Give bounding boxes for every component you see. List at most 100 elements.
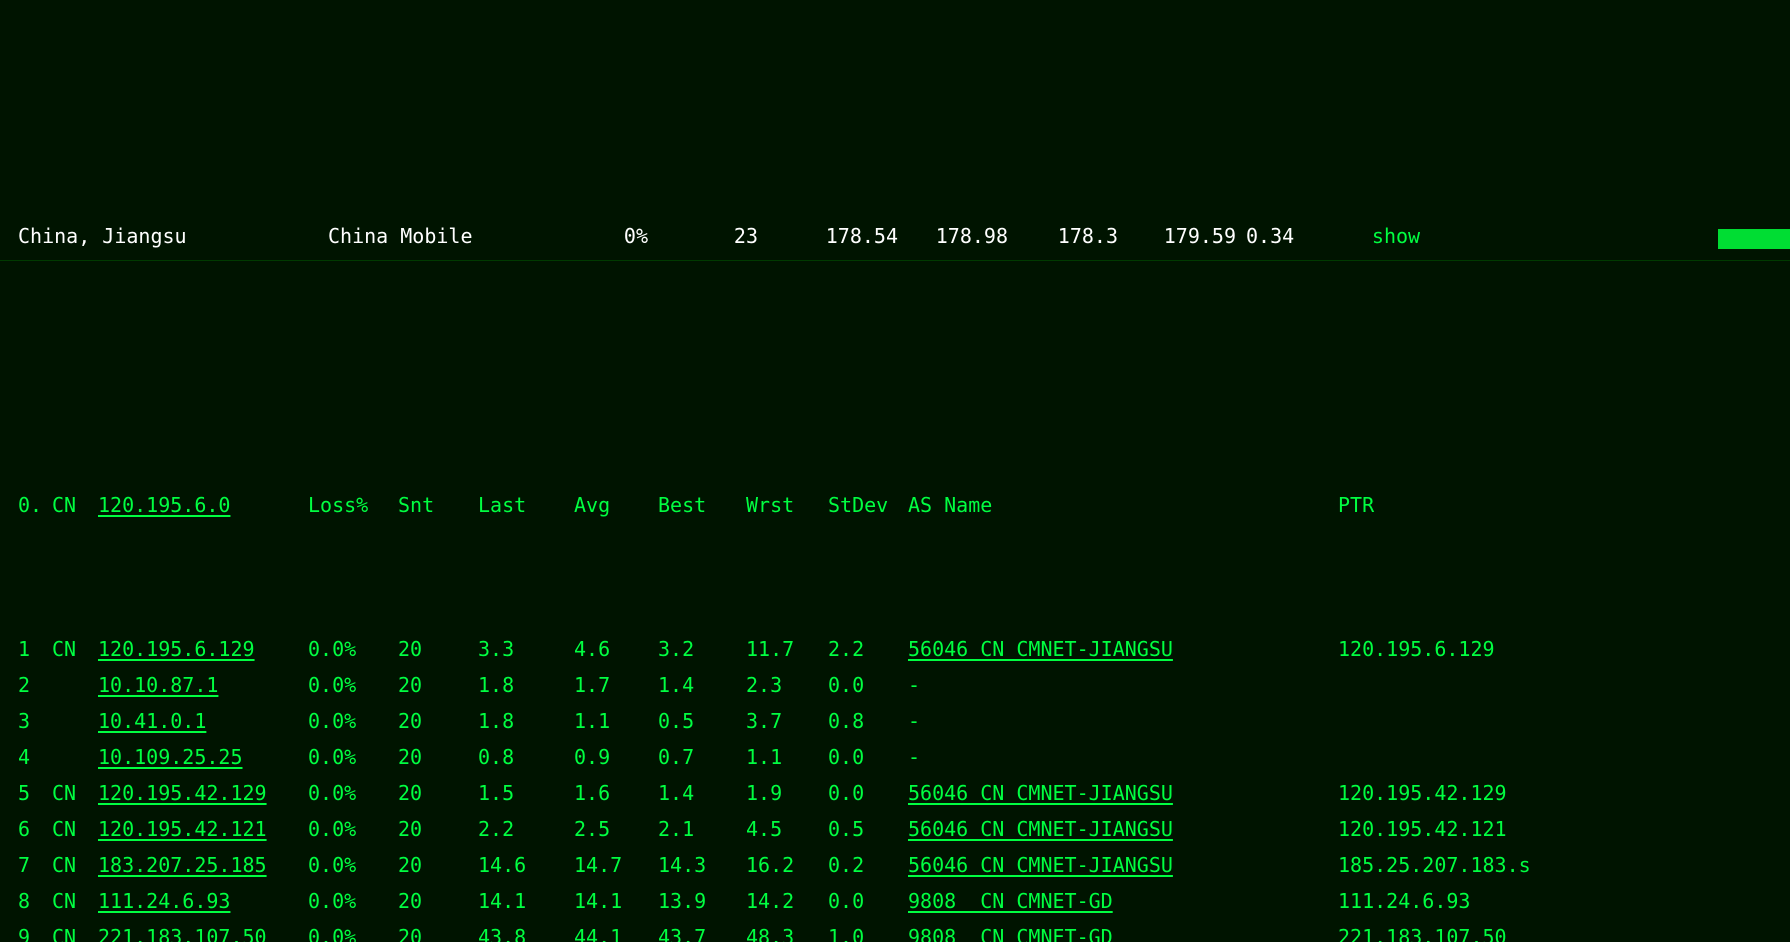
hop-as: - [908, 739, 1338, 775]
hop-wrst: 11.7 [746, 631, 828, 667]
hop-snt: 20 [398, 811, 478, 847]
hop-avg: 14.1 [574, 883, 658, 919]
hop-stdev: 1.0 [828, 919, 908, 942]
hop-best: 0.7 [658, 739, 746, 775]
summary-v2: 178.98 [908, 218, 1018, 254]
hop-loss: 0.0% [308, 847, 398, 883]
hop-last: 1.8 [478, 703, 574, 739]
hop-best: 3.2 [658, 631, 746, 667]
hop-ip[interactable]: 120.195.42.121 [98, 811, 308, 847]
hop-snt: 20 [398, 775, 478, 811]
hop-cc: CN [52, 883, 98, 919]
hop-avg: 2.5 [574, 811, 658, 847]
hop-row: 7CN183.207.25.1850.0%2014.614.714.316.20… [0, 847, 1790, 883]
hop-loss: 0.0% [308, 667, 398, 703]
hop-avg: 4.6 [574, 631, 658, 667]
summary-isp: China Mobile [328, 218, 576, 254]
summary-loss-pct: 0% [576, 218, 668, 254]
hop-avg: 1.1 [574, 703, 658, 739]
hop-snt: 20 [398, 919, 478, 942]
col-wrst: Wrst [746, 487, 828, 523]
hop-last: 0.8 [478, 739, 574, 775]
hop-as[interactable]: 9808 CN CMNET-GD [908, 919, 1338, 942]
hop-loss: 0.0% [308, 919, 398, 942]
hop-wrst: 2.3 [746, 667, 828, 703]
hop-ip[interactable]: 10.109.25.25 [98, 739, 308, 775]
hop-ptr: 120.195.42.121 [1338, 811, 1790, 847]
hop-stdev: 0.0 [828, 775, 908, 811]
hop-wrst: 48.3 [746, 919, 828, 942]
hop-ip[interactable]: 111.24.6.93 [98, 883, 308, 919]
hop-snt: 20 [398, 667, 478, 703]
hop-last: 43.8 [478, 919, 574, 942]
summary-v4: 179.59 [1128, 218, 1246, 254]
hop-stdev: 0.2 [828, 847, 908, 883]
summary-v5: 0.34 [1246, 218, 1336, 254]
hop-last: 14.1 [478, 883, 574, 919]
col-idx: 0. [0, 487, 52, 523]
hop-ip[interactable]: 10.41.0.1 [98, 703, 308, 739]
hop-loss: 0.0% [308, 811, 398, 847]
col-ip[interactable]: 120.195.6.0 [98, 487, 308, 523]
hop-row: 310.41.0.10.0%201.81.10.53.70.8- [0, 703, 1790, 739]
hop-as: - [908, 703, 1338, 739]
hop-avg: 1.7 [574, 667, 658, 703]
col-cc: CN [52, 487, 98, 523]
hop-as[interactable]: 9808 CN CMNET-GD [908, 883, 1338, 919]
hop-wrst: 14.2 [746, 883, 828, 919]
hop-row: 5CN120.195.42.1290.0%201.51.61.41.90.056… [0, 775, 1790, 811]
hop-idx: 9 [0, 919, 52, 942]
hop-as[interactable]: 56046 CN CMNET-JIANGSU [908, 631, 1338, 667]
hop-wrst: 1.9 [746, 775, 828, 811]
hop-avg: 44.1 [574, 919, 658, 942]
column-header-row: 0. CN 120.195.6.0 Loss% Snt Last Avg Bes… [0, 487, 1790, 523]
traceroute-table: 0. CN 120.195.6.0 Loss% Snt Last Avg Bes… [0, 333, 1790, 942]
hop-last: 3.3 [478, 631, 574, 667]
hop-row: 8CN111.24.6.930.0%2014.114.113.914.20.09… [0, 883, 1790, 919]
hop-last: 2.2 [478, 811, 574, 847]
col-as: AS Name [908, 487, 1338, 523]
summary-v3: 178.3 [1018, 218, 1128, 254]
hop-row: 9CN221.183.107.500.0%2043.844.143.748.31… [0, 919, 1790, 942]
hop-wrst: 16.2 [746, 847, 828, 883]
hop-as[interactable]: 56046 CN CMNET-JIANGSU [908, 811, 1338, 847]
hop-as[interactable]: 56046 CN CMNET-JIANGSU [908, 847, 1338, 883]
col-ptr: PTR [1338, 487, 1790, 523]
hop-stdev: 0.0 [828, 667, 908, 703]
col-stdev: StDev [828, 487, 908, 523]
col-best: Best [658, 487, 746, 523]
hop-ptr: 120.195.6.129 [1338, 631, 1790, 667]
hop-last: 1.5 [478, 775, 574, 811]
hop-stdev: 0.0 [828, 739, 908, 775]
summary-count: 23 [668, 218, 778, 254]
hop-snt: 20 [398, 883, 478, 919]
hop-stdev: 0.8 [828, 703, 908, 739]
hop-best: 43.7 [658, 919, 746, 942]
hop-ip[interactable]: 120.195.42.129 [98, 775, 308, 811]
hop-ip[interactable]: 10.10.87.1 [98, 667, 308, 703]
hop-row: 410.109.25.250.0%200.80.90.71.10.0- [0, 739, 1790, 775]
hop-ip[interactable]: 120.195.6.129 [98, 631, 308, 667]
hop-ip[interactable]: 183.207.25.185 [98, 847, 308, 883]
summary-v1: 178.54 [778, 218, 908, 254]
summary-row: China, Jiangsu China Mobile 0% 23 178.54… [0, 216, 1790, 261]
hop-idx: 3 [0, 703, 52, 739]
hop-row: 210.10.87.10.0%201.81.71.42.30.0- [0, 667, 1790, 703]
hop-snt: 20 [398, 703, 478, 739]
hop-ip[interactable]: 221.183.107.50 [98, 919, 308, 942]
show-link[interactable]: show [1336, 218, 1456, 254]
activity-bar [1718, 229, 1790, 249]
hop-best: 1.4 [658, 775, 746, 811]
hop-as: - [908, 667, 1338, 703]
hop-idx: 4 [0, 739, 52, 775]
hop-row: 1CN120.195.6.1290.0%203.34.63.211.72.256… [0, 631, 1790, 667]
hop-ptr: 221.183.107.50 [1338, 919, 1790, 942]
hop-idx: 2 [0, 667, 52, 703]
hop-as[interactable]: 56046 CN CMNET-JIANGSU [908, 775, 1338, 811]
hop-best: 0.5 [658, 703, 746, 739]
hop-snt: 20 [398, 847, 478, 883]
hop-wrst: 3.7 [746, 703, 828, 739]
col-last: Last [478, 487, 574, 523]
hop-last: 1.8 [478, 667, 574, 703]
hop-stdev: 0.0 [828, 883, 908, 919]
